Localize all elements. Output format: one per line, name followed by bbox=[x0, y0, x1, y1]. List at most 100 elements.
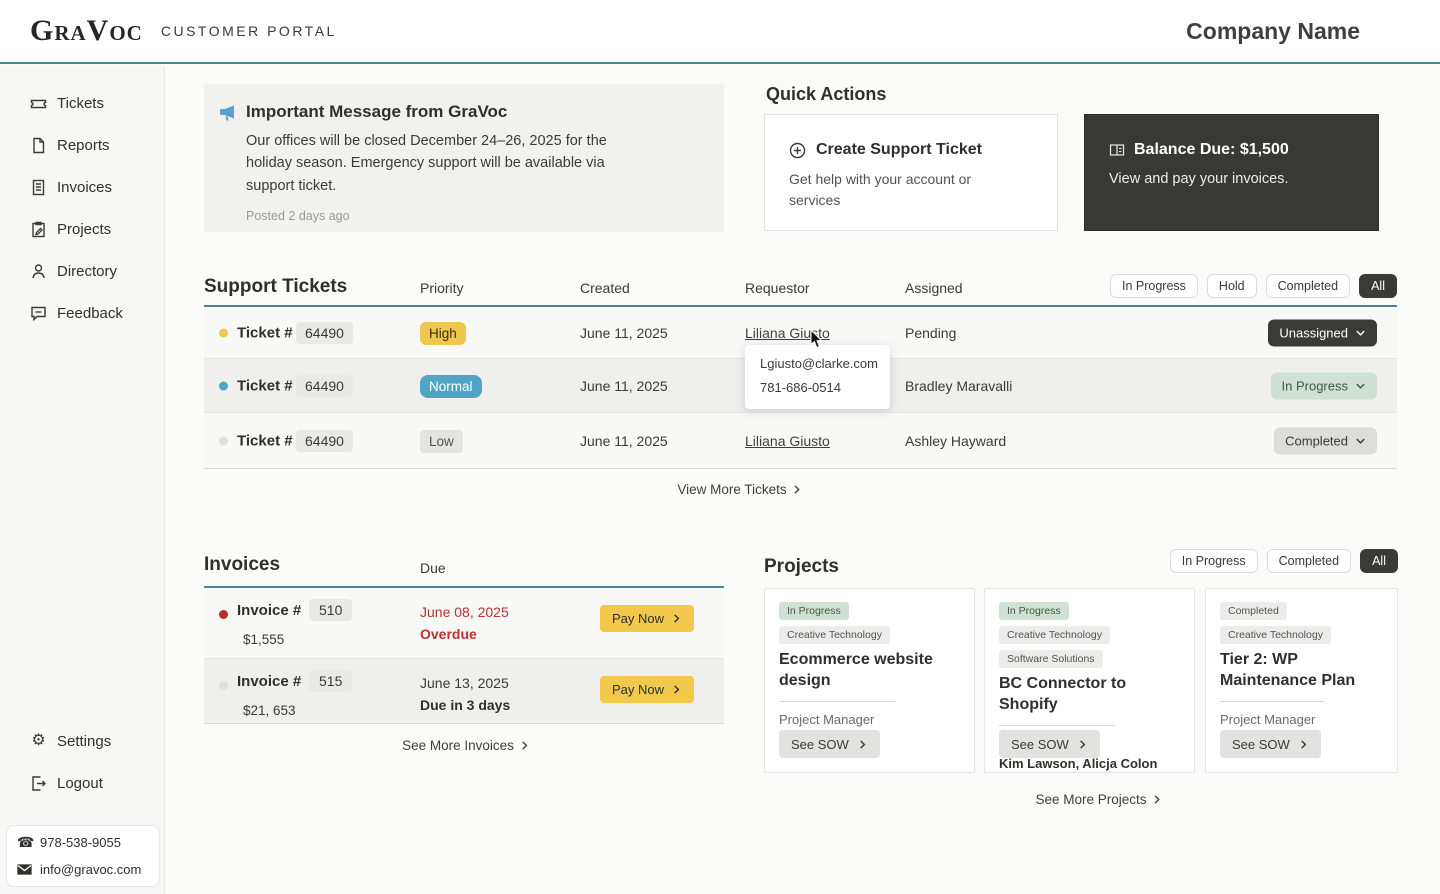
category-tag: Creative Technology bbox=[779, 626, 890, 644]
create-ticket-label: Create Support Ticket bbox=[816, 141, 982, 158]
status-tag: Completed bbox=[1220, 602, 1287, 620]
project-manager-label: Project Manager bbox=[1220, 711, 1316, 727]
pay-now-label: Pay Now bbox=[612, 611, 665, 626]
see-more-invoices-link[interactable]: See More Invoices bbox=[402, 738, 530, 753]
pay-now-button[interactable]: Pay Now bbox=[600, 676, 695, 703]
priority-dot bbox=[219, 381, 228, 390]
sidebar-footer: ⚙ Settings Logout bbox=[0, 720, 164, 804]
see-sow-button[interactable]: See SOW bbox=[779, 730, 880, 758]
project-card: In Progress Creative Technology Ecommerc… bbox=[764, 588, 975, 773]
chevron-right-icon bbox=[857, 739, 868, 750]
sidebar-item-settings[interactable]: ⚙ Settings bbox=[0, 720, 164, 762]
column-created: Created bbox=[580, 280, 630, 296]
filter-in-progress[interactable]: In Progress bbox=[1110, 274, 1198, 298]
project-title: Tier 2: WP Maintenance Plan bbox=[1220, 651, 1356, 689]
sidebar-item-label: Settings bbox=[57, 732, 112, 750]
chevron-right-icon bbox=[671, 684, 682, 695]
portal-label: CUSTOMER PORTAL bbox=[160, 23, 337, 39]
sidebar-item-label: Invoices bbox=[57, 178, 113, 196]
feedback-icon bbox=[30, 305, 47, 322]
view-more-tickets-link[interactable]: View More Tickets bbox=[677, 482, 802, 497]
sidebar-nav: Tickets Reports Invoices Projects Direct… bbox=[0, 66, 164, 334]
priority-badge: Normal bbox=[420, 374, 482, 398]
filter-all[interactable]: All bbox=[1360, 549, 1398, 573]
assigned-name: Bradley Maravalli bbox=[905, 377, 1013, 394]
see-more-projects-label: See More Projects bbox=[1035, 792, 1147, 807]
invoice-due-note: Due in 3 days bbox=[420, 697, 511, 713]
ticket-number-badge: 64490 bbox=[296, 429, 353, 452]
pay-now-button[interactable]: Pay Now bbox=[600, 605, 695, 632]
invoice-amount: $1,555 bbox=[243, 632, 285, 647]
balance-due-description: View and pay your invoices. bbox=[1109, 171, 1289, 187]
filter-all[interactable]: All bbox=[1359, 274, 1397, 298]
sidebar-item-directory[interactable]: Directory bbox=[0, 250, 164, 292]
sidebar: Tickets Reports Invoices Projects Direct… bbox=[0, 66, 165, 894]
invoice-icon bbox=[30, 179, 47, 196]
filter-completed[interactable]: Completed bbox=[1265, 274, 1351, 298]
gravoc-logo[interactable]: GraVoc bbox=[30, 14, 143, 47]
project-manager-name: Kim Lawson, Alicja Colon bbox=[999, 755, 1158, 771]
invoice-row: Invoice # 515 $21, 653 June 13, 2025 Due… bbox=[204, 658, 724, 724]
status-label: Completed bbox=[1285, 433, 1348, 448]
invoice-row: Invoice # 510 $1,555 June 08, 2025 Overd… bbox=[204, 588, 724, 658]
sidebar-item-logout[interactable]: Logout bbox=[0, 762, 164, 804]
invoice-due-note: Overdue bbox=[420, 626, 477, 642]
invoices-title: Invoices bbox=[204, 554, 281, 575]
contact-card: ☎ 978-538-9055 info@gravoc.com bbox=[6, 825, 160, 887]
ticket-filters: In Progress Hold Completed All bbox=[1110, 274, 1397, 298]
sidebar-item-reports[interactable]: Reports bbox=[0, 124, 164, 166]
see-sow-button[interactable]: See SOW bbox=[999, 730, 1100, 758]
chevron-down-icon bbox=[1355, 327, 1366, 338]
sidebar-item-projects[interactable]: Projects bbox=[0, 208, 164, 250]
priority-badge: Low bbox=[420, 429, 463, 453]
requestor-contact-tooltip: Lgiusto@clarke.com 781-686-0514 bbox=[745, 345, 890, 409]
column-assigned: Assigned bbox=[905, 280, 963, 296]
sidebar-item-tickets[interactable]: Tickets bbox=[0, 82, 164, 124]
projects-title: Projects bbox=[764, 556, 839, 577]
filter-in-progress[interactable]: In Progress bbox=[1169, 549, 1258, 573]
see-sow-label: See SOW bbox=[1011, 736, 1069, 752]
invoice-label: Invoice # bbox=[237, 673, 302, 690]
see-more-projects-link[interactable]: See More Projects bbox=[1035, 792, 1162, 807]
created-date: June 11, 2025 bbox=[580, 432, 668, 449]
sidebar-item-feedback[interactable]: Feedback bbox=[0, 292, 164, 334]
see-sow-button[interactable]: See SOW bbox=[1220, 730, 1321, 758]
balance-due-card[interactable]: Balance Due: $1,500 View and pay your in… bbox=[1084, 114, 1379, 231]
requestor-link[interactable]: Liliana Giusto bbox=[745, 324, 830, 341]
chevron-right-icon bbox=[1298, 739, 1309, 750]
person-icon bbox=[30, 263, 47, 280]
mouse-cursor bbox=[810, 330, 825, 350]
ticket-number-badge: 64490 bbox=[296, 321, 353, 344]
project-manager-label: Project Manager bbox=[779, 711, 875, 727]
requestor-link[interactable]: Liliana Giusto bbox=[745, 432, 830, 449]
projects-header: Projects In Progress Completed All bbox=[764, 548, 1398, 588]
quick-actions-title: Quick Actions bbox=[766, 84, 887, 104]
contact-email-row: info@gravoc.com bbox=[17, 862, 149, 877]
invoice-status-dot bbox=[219, 610, 228, 619]
sidebar-item-label: Projects bbox=[57, 220, 112, 238]
status-dropdown[interactable]: Unassigned bbox=[1268, 319, 1377, 346]
project-title: BC Connector to Shopify bbox=[999, 675, 1127, 713]
announcement-posted: Posted 2 days ago bbox=[246, 209, 350, 224]
status-dropdown[interactable]: In Progress bbox=[1270, 372, 1377, 399]
company-name: Company Name bbox=[1186, 17, 1360, 44]
mail-icon bbox=[17, 862, 32, 877]
column-requestor: Requestor bbox=[745, 280, 810, 296]
filter-completed[interactable]: Completed bbox=[1266, 549, 1352, 573]
create-support-ticket-card[interactable]: Create Support Ticket Get help with your… bbox=[764, 114, 1058, 231]
status-label: Unassigned bbox=[1279, 325, 1348, 340]
divider bbox=[1220, 700, 1325, 702]
announcement-content: Important Message from GraVoc Our office… bbox=[246, 102, 632, 232]
divider bbox=[999, 724, 1115, 726]
category-tag: Creative Technology bbox=[999, 626, 1110, 644]
phone-icon: ☎ bbox=[17, 834, 35, 850]
assigned-name: Ashley Hayward bbox=[905, 432, 1007, 449]
tickets-title: Support Tickets bbox=[204, 276, 348, 297]
ticket-icon bbox=[30, 95, 47, 112]
project-filters: In Progress Completed All bbox=[1169, 549, 1398, 573]
sidebar-item-label: Reports bbox=[57, 136, 110, 154]
sidebar-item-invoices[interactable]: Invoices bbox=[0, 166, 164, 208]
tooltip-email: Lgiusto@clarke.com bbox=[760, 356, 878, 371]
status-dropdown[interactable]: Completed bbox=[1274, 427, 1377, 454]
filter-hold[interactable]: Hold bbox=[1206, 274, 1257, 298]
